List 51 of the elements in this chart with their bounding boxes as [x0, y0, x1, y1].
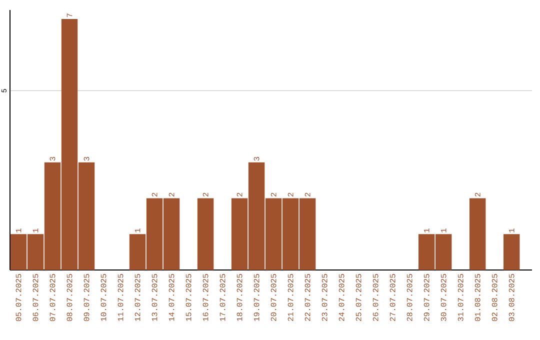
- x-tick-label: 22.07.2025: [304, 274, 310, 321]
- data-label: 2: [152, 192, 158, 197]
- x-tick-label: 11.07.2025: [118, 274, 124, 321]
- data-label: 1: [134, 228, 140, 232]
- x-tick-label: 17.07.2025: [220, 274, 226, 321]
- x-tick-label: 01.08.2025: [474, 274, 480, 322]
- x-tick-label: 15.07.2025: [186, 274, 192, 321]
- data-label: 1: [440, 228, 446, 232]
- x-tick-label: 09.07.2025: [84, 274, 90, 322]
- data-label: 2: [270, 192, 276, 197]
- data-label: 1: [32, 228, 38, 232]
- x-tick-label: 03.08.2025: [508, 274, 514, 322]
- x-tick-label: 24.07.2025: [338, 274, 344, 321]
- x-tick-label: 19.07.2025: [254, 274, 260, 321]
- x-tick-label: 25.07.2025: [356, 274, 362, 321]
- x-tick-label: 08.07.2025: [66, 274, 72, 322]
- x-tick-label: 06.07.2025: [32, 274, 38, 322]
- data-label: 2: [168, 192, 174, 197]
- data-label: 1: [16, 228, 22, 232]
- x-tick-label: 05.07.2025: [16, 274, 22, 322]
- x-tick-label: 26.07.2025: [372, 274, 378, 321]
- x-tick-label: 10.07.2025: [100, 274, 106, 321]
- data-label: 2: [304, 192, 310, 197]
- data-label: 7: [66, 14, 72, 18]
- x-tick-label: 21.07.2025: [288, 274, 294, 321]
- x-tick-label: 18.07.2025: [236, 274, 242, 321]
- x-tick-label: 07.07.2025: [50, 274, 56, 322]
- x-tick-label: 30.07.2025: [440, 274, 446, 322]
- data-label: 2: [202, 192, 208, 197]
- bar: [197, 198, 214, 270]
- x-tick-label: 29.07.2025: [424, 274, 430, 321]
- data-label: 1: [424, 228, 430, 232]
- x-tick-label: 20.07.2025: [270, 274, 276, 321]
- data-label: 2: [288, 192, 294, 197]
- data-label: 2: [236, 192, 242, 197]
- x-tick-label: 27.07.2025: [390, 274, 396, 321]
- data-label: 1: [508, 228, 514, 232]
- x-tick-label: 14.07.2025: [168, 274, 174, 321]
- data-label: 2: [474, 192, 480, 197]
- x-tick-label: 02.08.2025: [492, 274, 498, 322]
- bar: [469, 198, 486, 270]
- x-tick-label: 31.07.2025: [458, 274, 464, 322]
- x-tick-label: 13.07.2025: [152, 274, 158, 321]
- x-tick-label: 16.07.2025: [202, 274, 208, 321]
- data-label: 3: [254, 156, 260, 161]
- x-tick-label: 28.07.2025: [406, 274, 412, 321]
- data-label: 3: [84, 156, 90, 161]
- bar: [504, 234, 520, 270]
- x-tick-label: 23.07.2025: [322, 274, 328, 321]
- data-label: 3: [50, 156, 56, 161]
- x-tick-label: 12.07.2025: [134, 274, 140, 321]
